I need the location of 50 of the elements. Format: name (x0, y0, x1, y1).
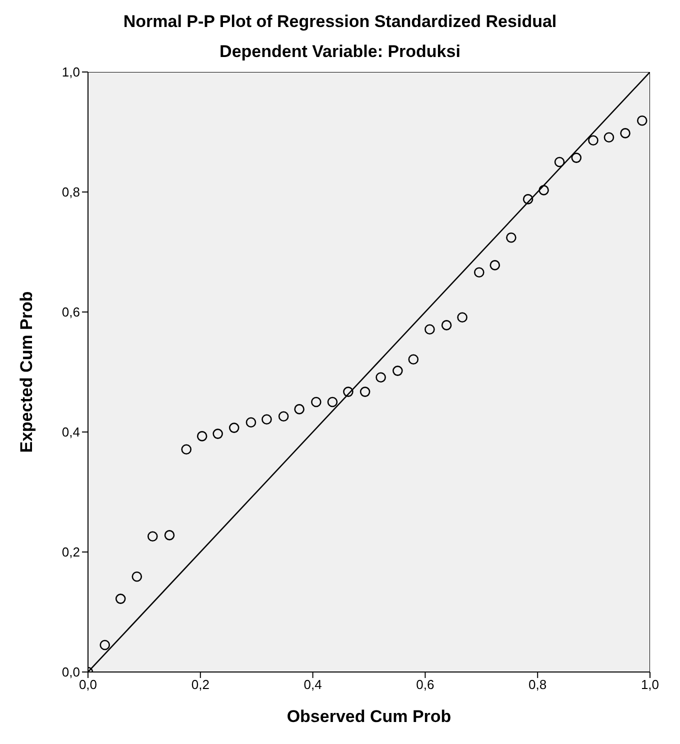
point (474, 267, 484, 278)
point (620, 128, 630, 138)
point (506, 232, 516, 243)
y-tick-label: 0,8 (62, 184, 80, 200)
y-tick-label: 1,0 (62, 64, 80, 80)
point (392, 366, 403, 376)
point (554, 156, 565, 168)
point (294, 404, 304, 414)
point (522, 194, 534, 204)
point (246, 417, 256, 428)
point (147, 531, 158, 542)
point (196, 431, 208, 442)
chart-title: Normal P-P Plot of Regression Standardized Residual (122, 11, 558, 32)
x-tick-label: 0,2 (191, 677, 210, 692)
point (228, 422, 240, 433)
x-tick-label: 0,4 (304, 677, 322, 692)
y-tick-label: 0,0 (62, 664, 80, 680)
y-axis-title: Expected Cum Prob (17, 291, 36, 453)
point (424, 324, 435, 335)
point (278, 411, 289, 422)
point (115, 594, 126, 604)
point (457, 312, 468, 323)
point (164, 530, 175, 540)
point (538, 185, 549, 196)
point (604, 132, 614, 143)
point (212, 428, 223, 439)
point (181, 444, 192, 455)
point (343, 386, 354, 397)
point (490, 260, 500, 270)
x-tick-label: 0,8 (528, 677, 547, 692)
point (311, 396, 322, 408)
point (327, 396, 338, 408)
point (588, 135, 598, 146)
y-tick-label: 0,4 (62, 424, 80, 440)
x-tick-label: 1,0 (640, 677, 660, 692)
point (408, 354, 419, 365)
x-axis-title: Observed Cum Prob (286, 707, 452, 726)
y-tick-label: 0,2 (62, 544, 80, 560)
point (100, 640, 110, 650)
point (636, 115, 648, 126)
point (360, 386, 370, 397)
point (262, 414, 272, 425)
point (441, 320, 452, 330)
point (132, 571, 142, 582)
x-tick-label: 0,6 (416, 677, 434, 692)
x-tick-label: 0,0 (78, 677, 98, 692)
point (376, 372, 386, 383)
point (571, 152, 582, 163)
chart-subtitle: Dependent Variable: Produksi (218, 41, 462, 62)
y-tick-label: 0,6 (62, 304, 80, 320)
